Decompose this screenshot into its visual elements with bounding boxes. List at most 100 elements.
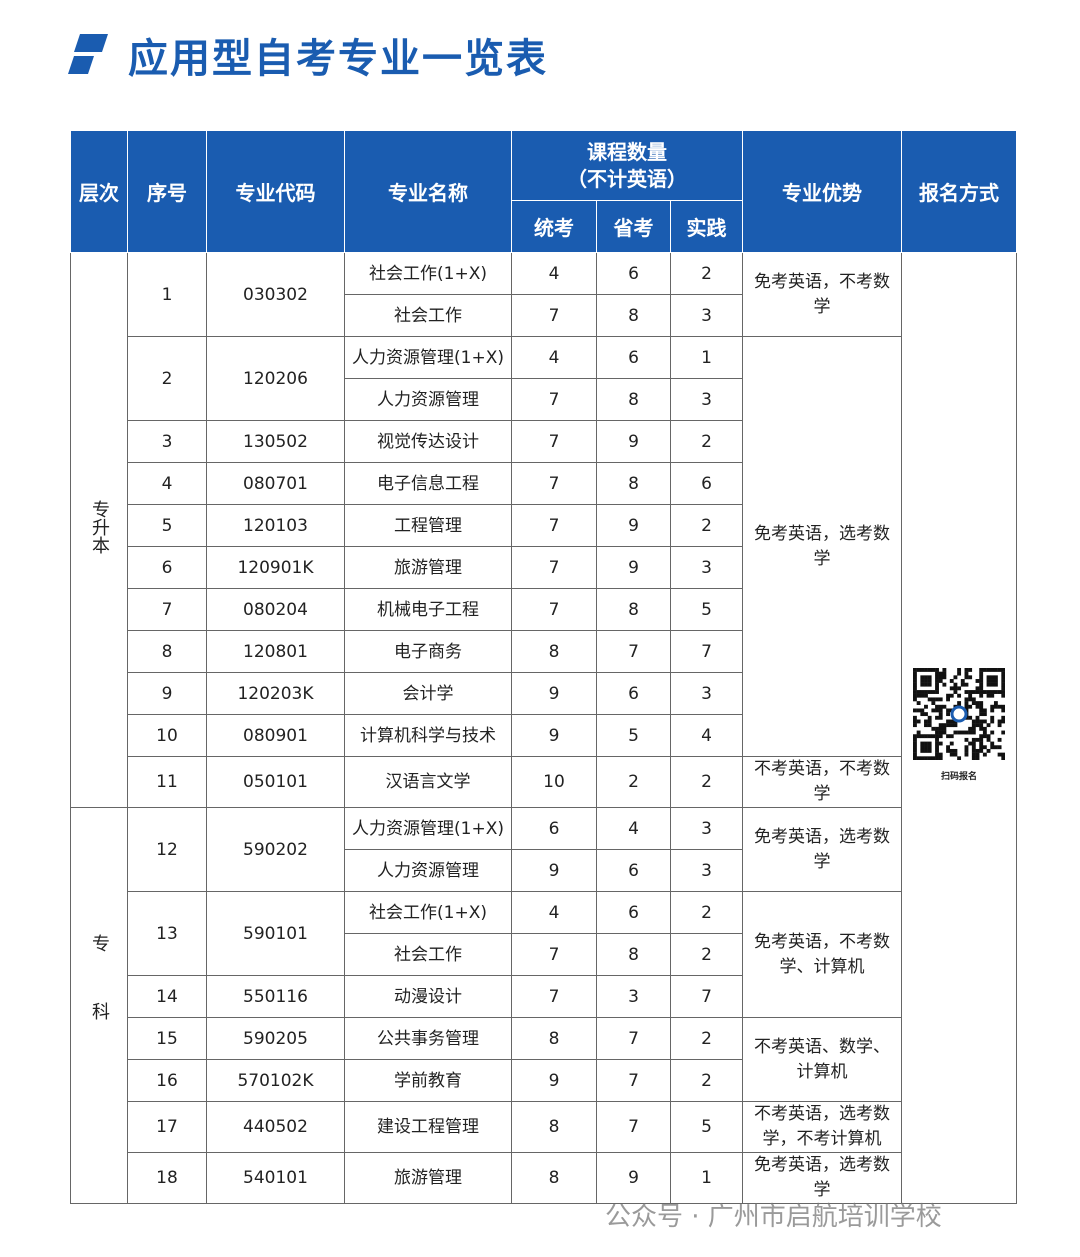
- qr-module: [1001, 752, 1006, 757]
- course-count-cell: 5: [669, 588, 744, 631]
- qr-module: [993, 678, 998, 683]
- name-cell: 电子商务: [344, 630, 512, 673]
- name-cell: 视觉传达设计: [344, 420, 512, 463]
- qr-module: [1001, 667, 1006, 672]
- course-count-cell: 9: [511, 1059, 597, 1102]
- qr-module: [938, 715, 943, 720]
- qr-module: [949, 741, 954, 745]
- qr-module: [927, 682, 932, 687]
- course-count-cell: 3: [669, 672, 744, 715]
- course-count-cell: 6: [596, 891, 671, 934]
- table-row: 15 590205 公共事务管理 8 7 2 不考英语、数学、计算机: [71, 1017, 1017, 1102]
- qr-module: [924, 722, 928, 727]
- qr-module: [942, 674, 947, 679]
- course-count-cell: 1: [669, 1152, 744, 1204]
- header-cell: 专业优势: [742, 130, 903, 253]
- qr-module: [990, 707, 995, 712]
- qr-module: [931, 726, 936, 731]
- qr-module: [964, 671, 969, 676]
- qr-module: [920, 707, 925, 712]
- qr-module: [924, 733, 928, 738]
- qr-module: [924, 711, 928, 716]
- qr-module: [990, 678, 995, 683]
- qr-module: [960, 730, 965, 734]
- qr-module: [913, 715, 917, 720]
- qr-module: [927, 674, 932, 679]
- qr-module: [979, 685, 984, 690]
- qr-module: [916, 733, 921, 738]
- course-count-cell: 5: [596, 714, 671, 757]
- qr-module: [979, 726, 984, 731]
- qr-module: [997, 704, 1002, 709]
- qr-module: [979, 748, 984, 753]
- advantage-cell: 不考英语，选考数学，不考计算机: [742, 1101, 903, 1153]
- qr-module: [931, 689, 936, 694]
- table-row: 2 120206 人力资源管理(1+X) 4 6 1 免考英语，选考数学: [71, 336, 1017, 757]
- course-count-cell: 8: [511, 1152, 597, 1204]
- qr-module: [986, 733, 991, 738]
- qr-module: [997, 667, 1002, 672]
- table-row: 9 120203K 会计学 9 6 3: [71, 672, 1017, 715]
- name-cell: 社会工作(1+X): [344, 891, 512, 934]
- qr-module: [979, 674, 984, 679]
- qr-module: [968, 730, 973, 734]
- qr-module: [986, 674, 991, 679]
- qr-module: [913, 722, 917, 727]
- qr-module: [920, 755, 925, 760]
- qr-module: [949, 748, 954, 753]
- course-count-cell: 8: [596, 294, 671, 337]
- qr-module: [968, 696, 973, 701]
- course-count-cell: 8: [596, 588, 671, 631]
- qr-module: [979, 671, 984, 676]
- qr-module: [990, 689, 995, 694]
- qr-module: [997, 719, 1002, 723]
- qr-code[interactable]: [913, 667, 1006, 760]
- qr-module: [920, 678, 925, 683]
- qr-module: [949, 678, 954, 683]
- qr-module: [1001, 707, 1006, 712]
- qr-module: [971, 730, 976, 734]
- table-row: 14 550116 动漫设计 7 3 7: [71, 975, 1017, 1018]
- qr-module: [935, 744, 939, 749]
- qr-module: [997, 752, 1002, 757]
- course-count-cell: 2: [669, 1059, 744, 1102]
- advantage-cell: 免考英语，选考数学: [742, 807, 903, 892]
- qr-module: [913, 748, 917, 753]
- name-cell: 学前教育: [344, 1059, 512, 1102]
- qr-module: [924, 674, 928, 679]
- number-cell: 6: [127, 546, 207, 589]
- qr-module: [935, 707, 939, 712]
- level-text: 专升本: [89, 499, 110, 554]
- qr-module: [942, 722, 947, 727]
- number-cell: 12: [127, 807, 207, 892]
- course-count-cell: 3: [669, 849, 744, 892]
- course-count-cell: 7: [511, 588, 597, 631]
- course-count-cell: 4: [511, 336, 597, 379]
- name-cell: 人力资源管理(1+X): [344, 336, 512, 379]
- qr-module: [968, 667, 973, 672]
- qr-module: [927, 755, 932, 760]
- course-count-cell: 7: [511, 294, 597, 337]
- qr-module: [938, 722, 943, 727]
- qr-module: [931, 700, 936, 705]
- qr-module: [957, 700, 962, 705]
- qr-module: [968, 726, 973, 731]
- qr-module: [913, 741, 917, 745]
- course-count-cell: 2: [596, 756, 671, 808]
- table-header: 层次 序号 专业代码 专业名称 课程数量 （不计英语） 专业优势 报名方式 统考…: [70, 130, 1018, 253]
- qr-module: [924, 704, 928, 709]
- course-count-cell: 6: [669, 462, 744, 505]
- course-count-cell: 7: [511, 378, 597, 421]
- qr-module: [971, 722, 976, 727]
- qr-module: [920, 711, 925, 716]
- qr-module: [931, 755, 936, 760]
- qr-module: [964, 744, 969, 749]
- course-count-cell: 2: [669, 252, 744, 295]
- qr-module: [975, 689, 980, 694]
- qr-module: [938, 674, 943, 679]
- course-count-cell: 5: [669, 1101, 744, 1153]
- course-count-cell: 7: [596, 1059, 671, 1102]
- table-row: 6 120901K 旅游管理 7 9 3: [71, 546, 1017, 589]
- table-row: 17 440502 建设工程管理 8 7 5 不考英语，选考数学，不考计算机: [71, 1101, 1017, 1153]
- qr-module: [927, 748, 932, 753]
